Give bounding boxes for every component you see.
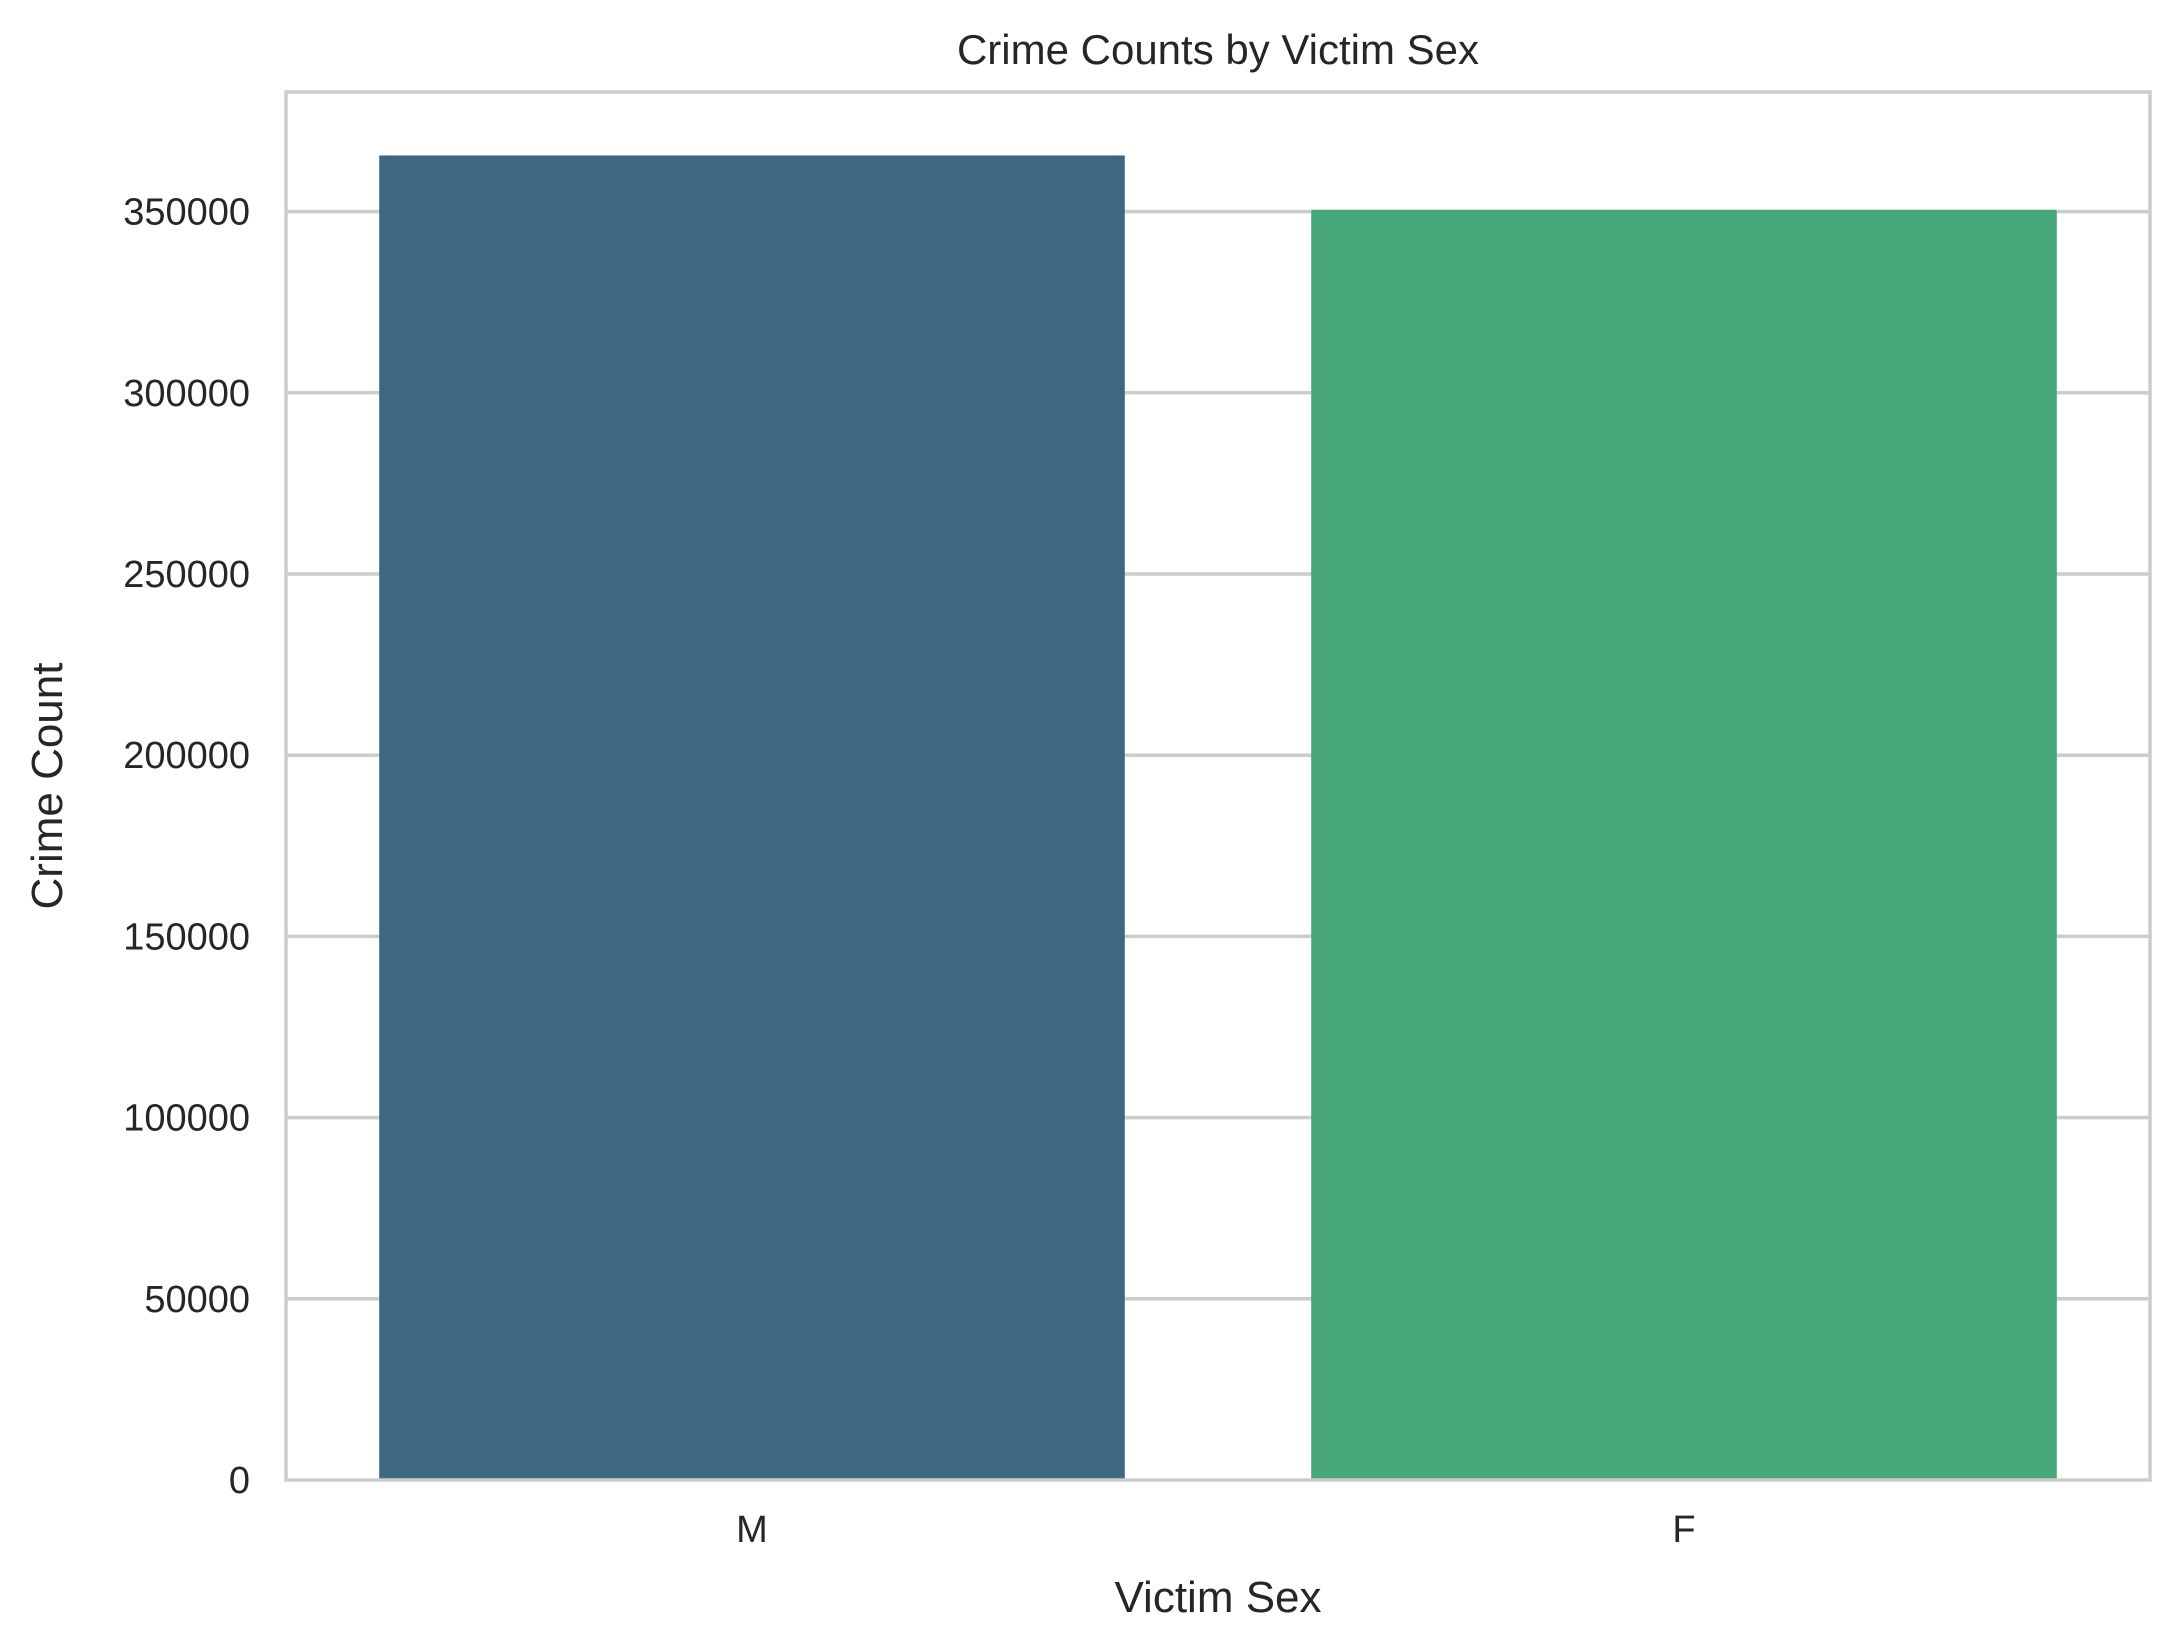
plot-frame	[284, 90, 2152, 1482]
bar-m	[379, 155, 1125, 1480]
y-tick-label: 100000	[123, 1098, 250, 1140]
y-tick-label: 350000	[123, 192, 250, 234]
y-tick-label: 0	[229, 1460, 250, 1502]
y-axis-label: Crime Count	[23, 663, 72, 910]
y-tick-label: 150000	[123, 916, 250, 958]
x-axis-label: Victim Sex	[1114, 1573, 1321, 1622]
y-tick-label: 200000	[123, 735, 250, 777]
y-tick-label: 250000	[123, 554, 250, 596]
y-tick-labels: 0 50000 100000 150000 200000 250000 300000 3500…	[123, 192, 250, 1502]
bar-f	[1311, 209, 2057, 1481]
chart-title: Crime Counts by Victim Sex	[957, 26, 1479, 73]
y-tick-label: 50000	[144, 1279, 250, 1321]
x-tick-label: F	[1672, 1509, 1695, 1551]
y-tick-label: 300000	[123, 373, 250, 415]
bar-layer	[379, 155, 2057, 1481]
x-tick-label: M	[736, 1509, 768, 1551]
